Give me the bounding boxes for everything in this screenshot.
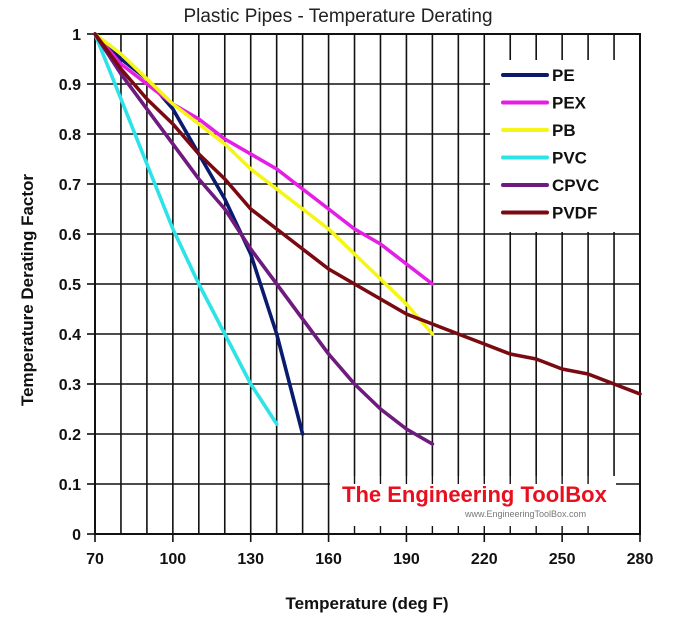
- x-tick-label: 220: [471, 551, 498, 568]
- legend-item-pvdf: PVDF: [501, 204, 597, 223]
- legend-item-cpvc: CPVC: [501, 176, 599, 195]
- x-tick-label: 280: [627, 551, 654, 568]
- y-tick-label: 0.1: [59, 477, 81, 494]
- y-tick-label: 0.3: [59, 377, 81, 394]
- series-line-pex: [93, 32, 435, 286]
- legend-label: PVC: [552, 149, 587, 168]
- series-line-pb: [93, 32, 435, 336]
- y-tick-label: 0.9: [59, 77, 81, 94]
- legend-label: PE: [552, 66, 575, 85]
- x-tick-label: 190: [393, 551, 420, 568]
- y-axis-tick-labels: 0 0.1 0.2 0.3 0.4 0.5 0.6 0.7 0.8 0.9 1: [59, 27, 81, 544]
- chart-title: Plastic Pipes - Temperature Derating: [183, 6, 492, 27]
- series-line-cpvc: [93, 32, 435, 446]
- axes: [87, 33, 641, 542]
- data-series: [93, 32, 642, 446]
- x-tick-label: 100: [160, 551, 187, 568]
- legend-item-pex: PEX: [501, 94, 587, 113]
- legend-label: PB: [552, 121, 576, 140]
- watermark: The Engineering ToolBox www.EngineeringT…: [330, 476, 616, 534]
- series-line-pvc: [93, 32, 279, 426]
- y-tick-label: 0.4: [59, 327, 81, 344]
- legend-item-pe: PE: [501, 66, 575, 85]
- legend-item-pb: PB: [501, 121, 576, 140]
- x-tick-label: 70: [86, 551, 104, 568]
- y-axis-title: Temperature Derating Factor: [18, 174, 37, 406]
- legend-item-pvc: PVC: [501, 149, 587, 168]
- watermark-title: The Engineering ToolBox: [342, 482, 608, 507]
- legend-label: PEX: [552, 94, 587, 113]
- legend-label: CPVC: [552, 176, 599, 195]
- y-tick-label: 0.5: [59, 277, 81, 294]
- legend-label: PVDF: [552, 204, 597, 223]
- y-tick-label: 0: [72, 527, 81, 544]
- series-line-pvdf: [93, 32, 642, 396]
- watermark-url: www.EngineeringToolBox.com: [464, 509, 586, 519]
- x-tick-label: 130: [237, 551, 264, 568]
- y-tick-label: 0.6: [59, 227, 81, 244]
- y-tick-label: 1: [72, 27, 81, 44]
- y-tick-label: 0.8: [59, 127, 81, 144]
- y-tick-label: 0.7: [59, 177, 81, 194]
- x-tick-label: 160: [315, 551, 342, 568]
- x-axis-tick-labels: 70 100 130 160 190 220 250 280: [86, 551, 653, 568]
- legend: PE PEX PB PVC CPVC PVDF: [490, 60, 641, 232]
- y-tick-label: 0.2: [59, 427, 81, 444]
- x-tick-label: 250: [549, 551, 576, 568]
- x-axis-title: Temperature (deg F): [285, 594, 448, 613]
